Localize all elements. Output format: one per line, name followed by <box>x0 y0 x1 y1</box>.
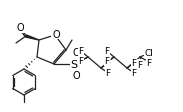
Polygon shape <box>26 36 39 41</box>
Text: O: O <box>16 23 24 33</box>
Text: F: F <box>131 59 137 68</box>
Text: F: F <box>105 69 111 78</box>
Text: F: F <box>104 57 110 66</box>
Text: O: O <box>72 70 80 80</box>
Text: Cl: Cl <box>145 49 153 58</box>
Text: O: O <box>52 29 60 39</box>
Text: S: S <box>70 59 78 69</box>
Text: F: F <box>137 60 143 69</box>
Text: F: F <box>79 57 84 66</box>
Text: F: F <box>131 69 137 78</box>
Text: F: F <box>104 47 110 56</box>
Text: F: F <box>146 58 152 67</box>
Text: O: O <box>72 48 80 58</box>
Text: F: F <box>79 47 84 56</box>
Text: F: F <box>105 59 111 68</box>
